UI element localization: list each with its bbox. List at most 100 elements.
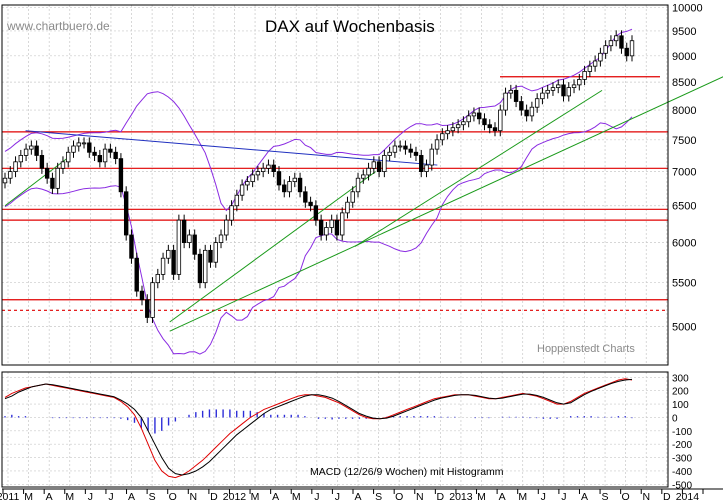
x-tick-label: N [189,491,197,503]
candle [139,285,145,306]
candle-body [2,177,8,184]
candle [29,140,34,155]
candle-body [308,201,313,207]
x-tick-label: D [437,491,445,503]
candle-body [471,112,477,117]
macd-panel [4,378,633,479]
candle-body [571,84,577,89]
candle-body [434,139,440,150]
candle [102,143,108,168]
candle [329,214,334,234]
x-tick-label: A [499,491,506,503]
candle [2,172,8,189]
candle [434,134,440,155]
candle-body [160,257,166,275]
candle [245,176,250,191]
candle [587,60,593,78]
candle [255,166,261,181]
x-tick-label: 2011 [0,491,19,503]
x-tick-label: A [354,491,361,503]
candle-body [387,151,392,156]
candle-body [203,249,208,284]
candle [592,55,598,72]
candle-body [118,158,124,193]
candle-body [218,234,224,244]
candle [608,35,614,52]
candle-body [366,167,371,176]
candle-body [329,219,334,228]
candle-body [134,257,139,292]
candle [382,149,387,178]
candle [540,87,545,105]
x-tick-label: J [335,491,340,503]
x-tick-label: A [46,491,53,503]
candle-body [276,171,282,186]
x-tick-label: M [518,491,527,503]
x-tick-label: O [622,491,630,503]
candle [503,87,508,116]
candle [197,248,203,289]
candle [81,137,87,149]
candle-body [397,145,403,148]
candle [461,116,466,131]
x-tick-label: J [314,491,319,503]
candle [150,277,155,324]
candle [97,149,103,168]
candle [629,35,635,62]
macd-y-tick-label: 300 [672,373,689,384]
candle [113,146,118,165]
candle [561,79,566,102]
candle [487,119,492,134]
candle [187,229,192,249]
candle [440,128,445,146]
candle-body [508,89,514,94]
candle-body [239,184,245,196]
candle [297,172,303,198]
macd-y-tick-label: -200 [672,440,692,451]
candle [619,30,624,54]
candle [271,159,276,178]
trendlines [4,76,723,332]
macd-title: MACD (12/26/9 Wochen) mit Histogramm [310,466,504,478]
candle-body [60,161,66,169]
candle-body [619,35,624,49]
candle-body [50,177,55,189]
candle-body [250,174,255,182]
candle-body [429,148,434,166]
candle-body [129,234,134,259]
candle [276,166,282,191]
x-tick-label: M [65,491,74,503]
candle [387,146,392,161]
candle-body [187,234,192,244]
candle [129,229,134,264]
trendline [169,76,723,332]
candle [571,79,577,94]
candle [234,189,240,212]
candle-body [587,65,593,72]
candle [23,143,29,161]
candle [13,156,18,178]
x-tick-label: S [375,491,382,503]
candle [34,140,39,161]
candle [471,107,477,122]
candle-body [197,253,203,284]
candle-body [382,155,387,172]
y-tick-label: 9500 [672,26,696,38]
candle [145,294,150,324]
macd-y-tick-label: 0 [672,413,678,424]
candle [87,137,92,158]
candle-body [213,242,218,263]
candle-body [392,145,398,153]
candle [582,65,587,86]
candle-body [39,155,45,169]
candle-body [18,155,24,163]
x-tick-label: 2012 [223,491,247,503]
candle-body [245,181,250,186]
candle-body [440,133,445,141]
y-tick-label: 10000 [672,2,703,14]
candle [376,156,382,178]
candle [513,84,519,108]
candle [282,179,287,198]
x-tick-label: A [581,491,588,503]
